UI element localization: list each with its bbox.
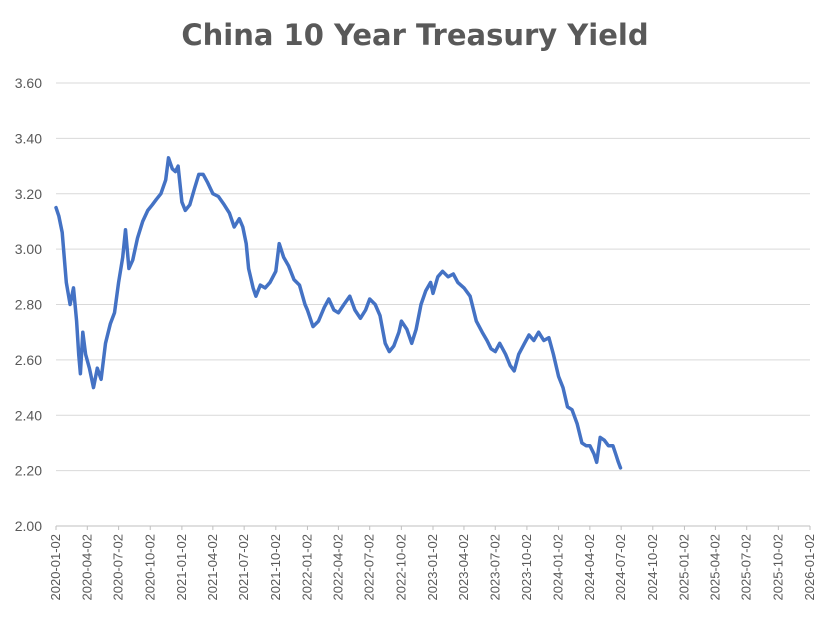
x-tick-label: 2020-07-02 [111,534,126,601]
x-tick-label: 2026-01-02 [802,534,817,601]
x-tick-label: 2023-04-02 [456,534,471,601]
x-tick-label: 2020-04-02 [79,534,94,601]
x-tick-label: 2021-07-02 [236,534,251,601]
x-tick-label: 2024-04-02 [582,534,597,601]
x-tick-label: 2021-04-02 [205,534,220,601]
gridlines [55,82,811,530]
chart-title: China 10 Year Treasury Yield [181,18,649,52]
x-tick-label: 2025-10-02 [770,534,785,601]
x-tick-label: 2020-10-02 [142,534,157,601]
x-tick-label: 2025-04-02 [707,534,722,601]
y-tick-label: 3.40 [15,130,42,146]
x-tick-label: 2022-04-02 [330,534,345,601]
x-tick-label: 2022-01-02 [299,534,314,601]
x-tick-label: 2022-07-02 [362,534,377,601]
y-tick-label: 2.80 [15,297,42,313]
x-tick-label: 2024-07-02 [613,534,628,601]
y-tick-label: 3.20 [15,186,42,202]
x-tick-label: 2022-10-02 [393,534,408,601]
y-tick-label: 3.00 [15,241,42,257]
x-tick-label: 2021-01-02 [174,534,189,601]
y-tick-label: 3.60 [15,75,42,91]
x-tick-label: 2021-10-02 [268,534,283,601]
x-tick-label: 2025-01-02 [676,534,691,601]
y-axis-tick-labels: 3.60 3.40 3.20 3.00 2.80 2.60 2.40 2.20 2.00 [15,75,42,534]
x-tick-label: 2024-10-02 [645,534,660,601]
x-tick-label: 2020-01-02 [48,534,63,601]
x-tick-label: 2023-01-02 [425,534,440,601]
y-tick-label: 2.40 [15,407,42,423]
y-tick-label: 2.60 [15,352,42,368]
x-tick-label: 2024-01-02 [551,534,566,601]
x-axis-tick-labels: 2020-01-02 2020-04-02 2020-07-02 2020-10-02… [48,534,817,601]
y-tick-label: 2.20 [15,463,42,479]
x-tick-label: 2023-07-02 [487,534,502,601]
x-tick-label: 2023-10-02 [519,534,534,601]
series-layer [54,156,623,470]
yield-series-line [54,156,623,470]
x-tick-label: 2025-07-02 [739,534,754,601]
y-tick-label: 2.00 [15,518,42,534]
